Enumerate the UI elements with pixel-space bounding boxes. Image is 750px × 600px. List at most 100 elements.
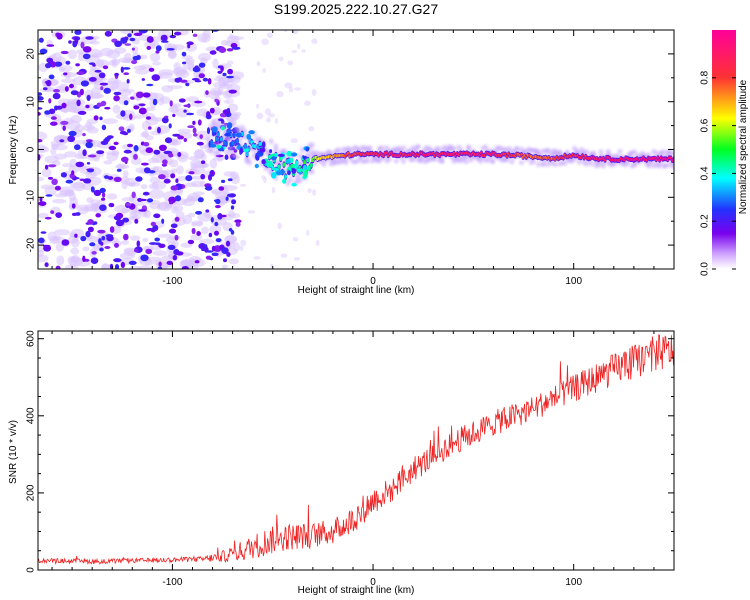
noise-speckle [178,98,186,103]
noise-blob [40,184,55,190]
spectrogram-x-label: Height of straight line (km) [298,285,415,296]
noise-speckle [82,46,92,53]
ridge-speckle [212,126,218,133]
noise-speckle [88,77,97,82]
noise-blob [102,118,118,125]
colorbar: 0.0 0.2 0.4 0.6 0.8 Normalized spectral ampl… [700,30,749,276]
ridge-core [232,132,236,137]
noise-speckle [138,209,147,212]
noise-speckle [79,88,84,96]
noise-speckle [194,80,202,83]
noise-blob [123,248,137,257]
noise-speckle [80,41,85,49]
noise-speckle [104,106,111,110]
noise-speckle [113,258,122,263]
noise-blob [79,206,95,212]
snr-frame [37,330,675,571]
noise-blob [284,82,293,89]
y-tick-label: -20 [26,237,37,252]
noise-blob [85,121,93,129]
noise-speckle [193,133,198,137]
noise-blob [175,69,190,79]
noise-speckle [87,226,94,233]
noise-blob [78,52,85,62]
noise-speckle [221,247,229,255]
noise-speckle [74,233,78,238]
spectrogram-heatmap [38,30,674,269]
noise-speckle [87,169,94,173]
noise-blob [220,39,229,46]
ridge-speckle [229,142,233,147]
noise-blob [213,156,225,161]
noise-blob [209,158,218,169]
noise-speckle [197,197,204,203]
noise-blob [191,222,198,227]
noise-blob [130,215,142,220]
noise-blob [101,263,109,269]
noise-speckle [99,247,104,252]
ridge-halo [208,148,214,155]
noise-speckle [85,230,91,238]
ridge-speckle [266,160,273,168]
noise-speckle [141,162,149,166]
ridge-halo [584,161,589,167]
noise-speckle [82,53,91,60]
noise-blob [148,157,160,164]
noise-blob [88,92,103,100]
ridge-core [284,174,287,179]
ridge-halo [463,159,469,165]
noise-speckle [127,33,132,38]
noise-blob [46,86,55,92]
ridge-core [258,141,262,147]
noise-speckle [106,235,114,242]
noise-speckle [221,119,225,124]
noise-speckle [131,60,138,65]
noise-blob [86,236,101,243]
ridge-halo [656,163,662,169]
noise-blob [165,236,175,243]
ridge-core [224,141,228,146]
noise-blob [38,212,49,219]
noise-blob [293,257,300,261]
noise-blob [72,140,88,145]
ridge-halo [514,146,520,152]
noise-blob [38,144,47,154]
noise-speckle [71,203,76,209]
noise-speckle [113,95,120,102]
noise-speckle [93,221,98,225]
ridge-core [306,158,310,163]
noise-speckle [227,68,234,75]
ridge-halo [227,145,233,152]
noise-blob [150,52,161,63]
noise-speckle [38,154,41,161]
noise-haze [38,30,320,269]
ridge-halo [625,161,630,166]
noise-speckle [70,90,79,96]
noise-speckle [48,176,53,180]
noise-blob [152,61,162,66]
noise-speckle [101,192,106,198]
noise-speckle [114,40,122,47]
noise-speckle [135,176,143,182]
noise-blob [171,138,182,146]
ridge-speckle [287,170,291,176]
noise-speckle [38,96,44,101]
x-tick-label: -100 [162,276,182,287]
noise-speckle [138,107,147,115]
noise-speckle [60,172,67,178]
ridge-halo [600,163,606,169]
noise-speckle [134,248,139,253]
noise-blob [112,58,121,66]
noise-speckle [169,201,174,205]
noise-speckle [174,77,182,83]
ridge-speckle [216,144,222,149]
noise-speckle [139,30,148,34]
ridge-halo [466,144,472,150]
noise-speckle [65,179,74,184]
noise-speckle [174,195,182,202]
snr-ticks: -100 0 100 0 200 400 600 [26,330,675,588]
noise-speckle [211,245,216,252]
noise-speckle [51,178,58,186]
ridge-speckle [220,126,225,131]
noise-blob [290,138,298,144]
